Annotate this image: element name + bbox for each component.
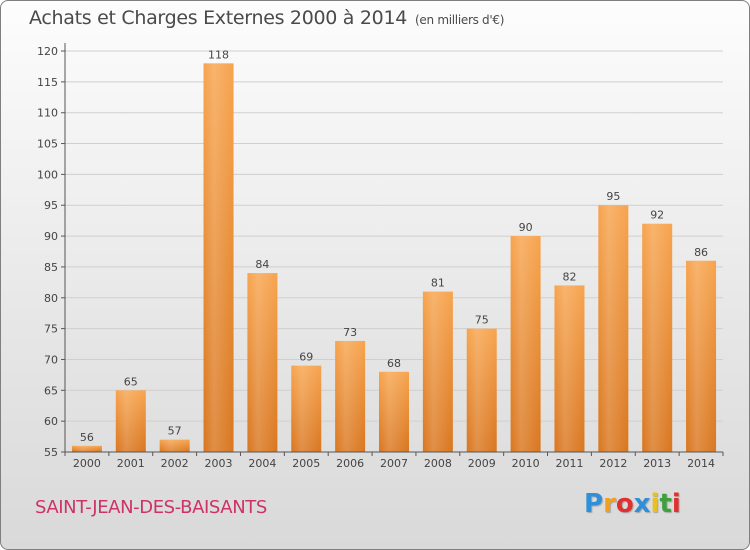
bar-highlight bbox=[466, 328, 497, 452]
chart-title-text: Achats et Charges Externes 2000 à 2014 bbox=[29, 7, 408, 29]
data-label: 81 bbox=[431, 277, 445, 290]
x-tick-label: 2009 bbox=[468, 457, 496, 470]
bar-highlight bbox=[598, 205, 629, 452]
y-tick-label: 85 bbox=[44, 261, 58, 274]
bar-highlight bbox=[379, 371, 409, 452]
chart-title: Achats et Charges Externes 2000 à 2014 (e… bbox=[29, 7, 504, 29]
logo-letter: t bbox=[659, 489, 672, 519]
y-tick-label: 70 bbox=[44, 353, 58, 366]
y-tick-label: 65 bbox=[44, 384, 58, 397]
x-tick-label: 2013 bbox=[643, 457, 671, 470]
bar-highlight bbox=[115, 390, 146, 452]
bar-highlight bbox=[335, 340, 366, 452]
x-tick-label: 2006 bbox=[336, 457, 364, 470]
data-label: 65 bbox=[124, 375, 138, 388]
data-label: 75 bbox=[475, 314, 489, 327]
data-label: 84 bbox=[255, 258, 269, 271]
y-tick-label: 75 bbox=[44, 323, 58, 336]
bar-highlight bbox=[159, 439, 190, 452]
data-label: 90 bbox=[519, 221, 533, 234]
data-label: 92 bbox=[650, 209, 664, 222]
y-tick-label: 55 bbox=[44, 446, 58, 459]
logo-letter: x bbox=[633, 489, 651, 519]
bar-highlight bbox=[554, 285, 585, 452]
data-label: 68 bbox=[387, 357, 401, 370]
data-label: 69 bbox=[299, 351, 313, 364]
data-label: 86 bbox=[694, 246, 708, 259]
x-tick-label: 2002 bbox=[161, 457, 189, 470]
bar-highlight bbox=[642, 223, 673, 452]
x-tick-label: 2008 bbox=[424, 457, 452, 470]
x-tick-label: 2003 bbox=[205, 457, 233, 470]
x-tick-label: 2007 bbox=[380, 457, 408, 470]
y-tick-label: 80 bbox=[44, 292, 58, 305]
logo-letter: r bbox=[603, 489, 616, 519]
logo-letter: i bbox=[671, 489, 681, 519]
y-tick-label: 60 bbox=[44, 415, 58, 428]
data-label: 82 bbox=[562, 270, 576, 283]
x-tick-label: 2001 bbox=[117, 457, 145, 470]
commune-name: SAINT-JEAN-DES-BAISANTS bbox=[35, 497, 267, 518]
axes: 55 60 65 70 75 80 85 90 95 100 105 110 115 120 2000 200… bbox=[37, 43, 724, 470]
data-label: 73 bbox=[343, 326, 357, 339]
bar-highlight bbox=[686, 260, 717, 452]
bar-highlight bbox=[203, 63, 234, 452]
x-tick-label: 2011 bbox=[555, 457, 583, 470]
bar-highlight bbox=[247, 273, 278, 452]
data-label: 95 bbox=[606, 190, 620, 203]
proxiti-logo[interactable]: Proxiti bbox=[584, 489, 681, 519]
x-tick-label: 2000 bbox=[73, 457, 101, 470]
logo-letter: o bbox=[615, 489, 634, 519]
data-label: 56 bbox=[80, 431, 94, 444]
data-label: 118 bbox=[208, 48, 229, 61]
bar-highlight bbox=[71, 445, 102, 452]
y-tick-label: 115 bbox=[37, 76, 58, 89]
y-tick-label: 95 bbox=[44, 199, 58, 212]
x-tick-label: 2005 bbox=[292, 457, 320, 470]
x-tick-label: 2010 bbox=[512, 457, 540, 470]
chart-subtitle: (en milliers d'€) bbox=[415, 13, 505, 27]
logo-letter: i bbox=[650, 489, 660, 519]
logo-letter: P bbox=[584, 489, 604, 519]
x-tick-label: 2004 bbox=[248, 457, 276, 470]
bar-highlight bbox=[422, 291, 453, 452]
bar-highlight bbox=[510, 236, 541, 452]
x-tick-label: 2014 bbox=[687, 457, 715, 470]
y-tick-label: 100 bbox=[37, 168, 58, 181]
bars: 56 65 57 118 84 69 73 68 81 75 90 82 95 92 86 bbox=[71, 48, 717, 452]
y-tick-label: 120 bbox=[37, 45, 58, 58]
x-tick-label: 2012 bbox=[599, 457, 627, 470]
y-tick-label: 105 bbox=[37, 138, 58, 151]
bar-highlight bbox=[291, 365, 322, 452]
y-tick-label: 110 bbox=[37, 107, 58, 120]
data-label: 57 bbox=[168, 425, 182, 438]
y-tick-label: 90 bbox=[44, 230, 58, 243]
